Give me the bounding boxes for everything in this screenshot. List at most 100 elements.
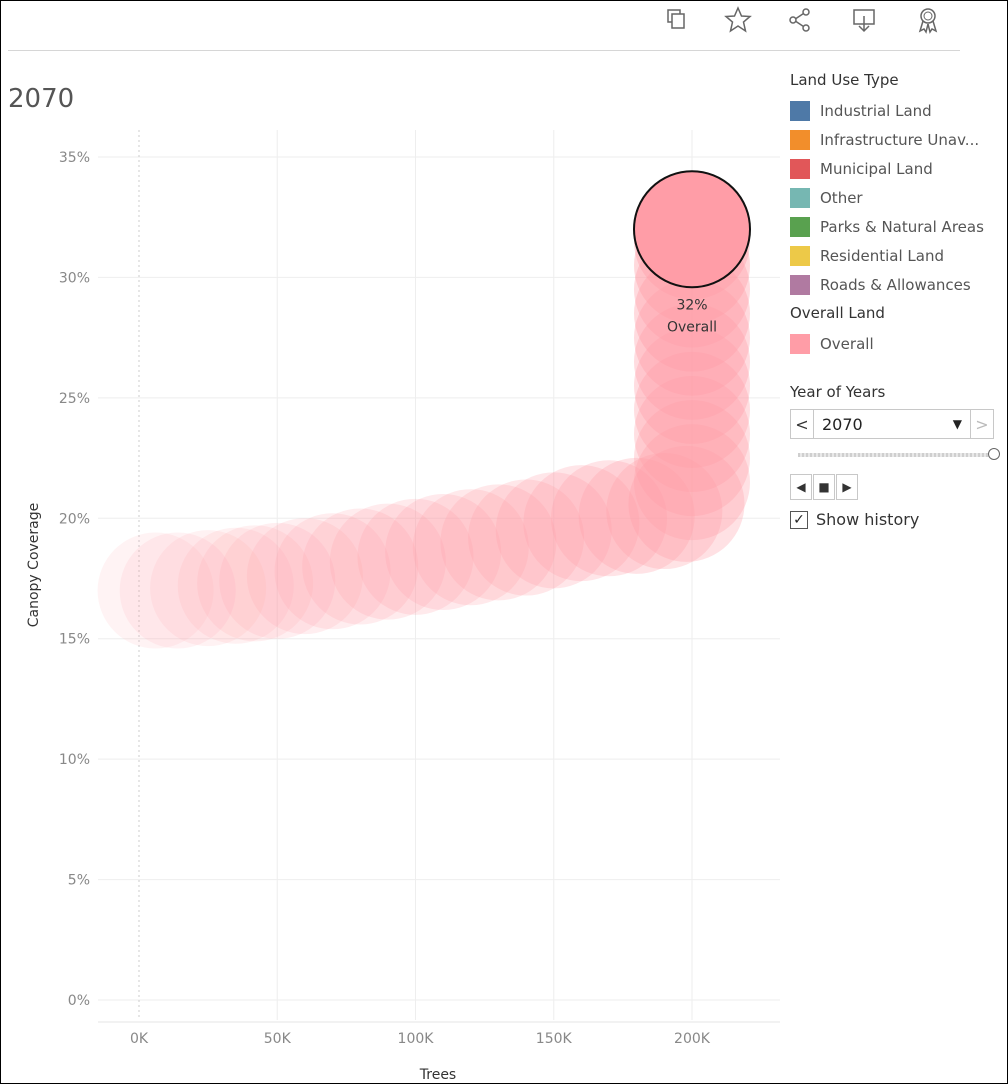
scatter-chart: 32% Overall 0% 5% 10% 15% 20% 25% 30% 35% 0K 50K 10…	[26, 130, 780, 1083]
year-dropdown[interactable]: 2070 ▼	[814, 409, 970, 439]
legend-label: Other	[820, 188, 863, 207]
history-point	[628, 445, 745, 562]
y-tick-label: 25%	[59, 391, 90, 407]
legend-label: Municipal Land	[820, 159, 933, 178]
play-backward-icon[interactable]: ◀	[790, 474, 812, 500]
history-point	[634, 400, 750, 517]
duplicate-icon[interactable]	[660, 4, 692, 36]
current-layer[interactable]: 32% Overall	[633, 170, 751, 335]
year-control: Year of Years < 2070 ▼ > ◀ ■ ▶ ✓ Show hi…	[790, 382, 1006, 529]
x-axis-title: Trees	[419, 1067, 456, 1083]
land-use-legend-title: Land Use Type	[790, 71, 899, 89]
history-point	[606, 453, 723, 570]
land-use-legend-item[interactable]: Industrial Land	[790, 96, 1006, 125]
history-point	[150, 530, 267, 647]
legend-label: Parks & Natural Areas	[820, 217, 984, 236]
legend-swatch	[790, 216, 810, 237]
history-point	[219, 522, 336, 639]
axis-layer: 0% 5% 10% 15% 20% 25% 30% 35% 0K 50K 100K 150K 200K	[59, 150, 780, 1047]
legend-swatch	[790, 187, 810, 208]
land-use-legend-item[interactable]: Parks & Natural Areas	[790, 212, 1006, 241]
download-icon[interactable]	[848, 4, 880, 36]
legend-swatch	[790, 100, 810, 121]
x-tick-label: 50K	[264, 1031, 292, 1047]
pause-icon[interactable]: ■	[813, 474, 835, 500]
y-tick-label: 20%	[59, 511, 90, 527]
history-point	[634, 303, 750, 420]
history-point	[634, 351, 750, 468]
legend-swatch	[790, 245, 810, 266]
legend-panel: Land Use Type Industrial Land Infrastruct…	[790, 70, 1006, 358]
history-point	[329, 503, 446, 620]
history-point	[634, 424, 750, 541]
history-point	[177, 527, 294, 644]
y-tick-label: 30%	[59, 270, 90, 286]
history-point	[578, 457, 695, 574]
y-tick-label: 15%	[59, 632, 90, 648]
x-tick-label: 100K	[398, 1031, 435, 1047]
year-control-title: Year of Years	[790, 383, 886, 401]
slider-track[interactable]	[798, 453, 994, 457]
badge-icon[interactable]	[912, 4, 944, 36]
slider-thumb[interactable]	[988, 448, 1000, 460]
overall-legend-item[interactable]: Overall	[790, 329, 1006, 358]
legend-swatch	[790, 129, 810, 150]
history-point	[246, 518, 363, 635]
history-point	[385, 494, 502, 611]
history-point	[119, 532, 236, 649]
history-point	[495, 472, 612, 589]
history-point	[468, 479, 585, 596]
history-point	[274, 513, 391, 630]
show-history-toggle[interactable]: ✓ Show history	[790, 510, 1006, 529]
land-use-legend-item[interactable]: Roads & Allowances	[790, 270, 1006, 299]
x-tick-label: 0K	[130, 1031, 149, 1047]
chevron-down-icon: ▼	[952, 417, 962, 431]
legend-label: Industrial Land	[820, 101, 932, 120]
history-point	[634, 327, 750, 444]
year-slider[interactable]	[790, 440, 1006, 470]
show-history-checkbox[interactable]: ✓	[790, 510, 808, 529]
legend-swatch	[790, 158, 810, 179]
land-use-legend-item[interactable]: Infrastructure Unav...	[790, 125, 1006, 154]
y-tick-label: 0%	[68, 993, 90, 1009]
land-use-legend-item[interactable]: Municipal Land	[790, 154, 1006, 183]
previous-year-button[interactable]: <	[790, 409, 814, 439]
history-point	[357, 498, 474, 615]
toolbar	[0, 0, 1006, 50]
x-tick-label: 200K	[674, 1031, 711, 1047]
history-point	[551, 460, 668, 577]
x-tick-label: 150K	[536, 1031, 573, 1047]
history-point	[523, 465, 640, 582]
land-use-legend-item[interactable]: Residential Land	[790, 241, 1006, 270]
year-dropdown-value: 2070	[822, 414, 863, 434]
history-point	[440, 484, 557, 601]
show-history-label: Show history	[816, 510, 920, 529]
history-point	[302, 508, 419, 625]
data-label-name: Overall	[667, 319, 717, 335]
history-point	[97, 532, 214, 649]
history-layer	[97, 183, 750, 649]
legend-label: Infrastructure Unav...	[820, 130, 980, 149]
legend-swatch	[790, 274, 810, 295]
toolbar-divider	[8, 50, 960, 51]
history-point	[197, 525, 314, 642]
star-icon[interactable]	[722, 4, 754, 36]
next-year-button[interactable]: >	[970, 409, 994, 439]
data-label-value: 32%	[676, 297, 707, 313]
y-tick-label: 35%	[59, 150, 90, 166]
y-axis-title: Canopy Coverage	[26, 503, 42, 628]
y-tick-label: 5%	[68, 873, 90, 889]
legend-label: Residential Land	[820, 246, 944, 265]
play-forward-icon[interactable]: ▶	[836, 474, 858, 500]
land-use-legend-list: Industrial Land Infrastructure Unav... Mun…	[790, 96, 1006, 299]
history-point	[412, 489, 529, 606]
view-title: 2070	[8, 84, 75, 114]
current-point[interactable]	[633, 170, 751, 289]
legend-label: Overall	[820, 334, 874, 353]
playback-controls: ◀ ■ ▶	[790, 474, 1006, 500]
history-point	[634, 255, 750, 372]
y-tick-label: 10%	[59, 752, 90, 768]
share-icon[interactable]	[784, 4, 816, 36]
legend-label: Roads & Allowances	[820, 275, 971, 294]
land-use-legend-item[interactable]: Other	[790, 183, 1006, 212]
